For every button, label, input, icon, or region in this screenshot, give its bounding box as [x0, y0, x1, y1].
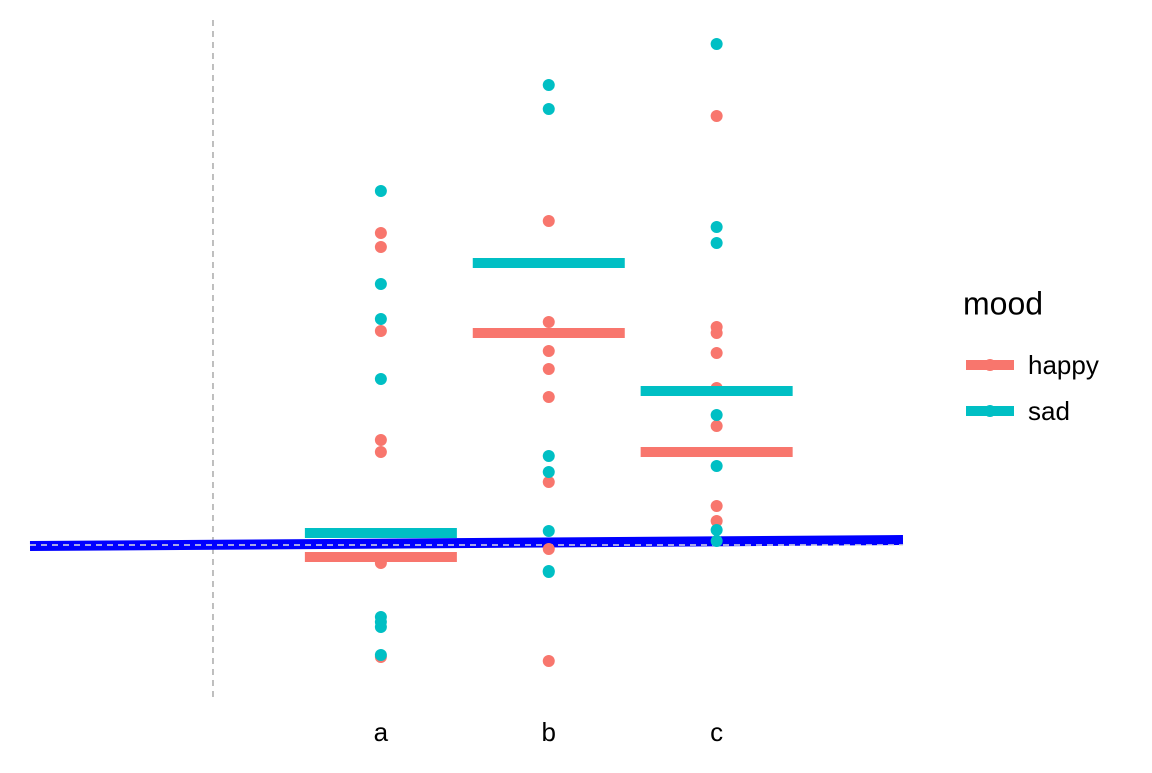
point — [542, 316, 555, 328]
point — [542, 450, 555, 462]
point — [374, 241, 387, 253]
point — [374, 278, 387, 290]
point — [710, 347, 723, 359]
point — [542, 466, 555, 478]
legend-key-point — [984, 405, 996, 417]
point — [710, 515, 723, 527]
point — [374, 227, 387, 239]
legend-key-point — [984, 359, 996, 371]
mean-bar — [304, 528, 457, 538]
point — [710, 237, 723, 249]
point — [374, 185, 387, 197]
point — [374, 649, 387, 661]
mean-bar — [472, 328, 625, 338]
point — [542, 79, 555, 91]
point — [374, 446, 387, 458]
point — [542, 363, 555, 375]
point — [710, 460, 723, 472]
point — [374, 313, 387, 325]
mean-bar — [640, 386, 793, 396]
point — [710, 38, 723, 50]
point — [542, 525, 555, 537]
point — [710, 420, 723, 432]
point — [542, 215, 555, 227]
mean-bar — [640, 447, 793, 457]
point — [542, 391, 555, 403]
point — [710, 500, 723, 512]
point — [542, 566, 555, 578]
point — [374, 621, 387, 633]
x-tick-label: b — [542, 717, 556, 747]
x-tick-label: c — [710, 717, 723, 747]
legend-label: happy — [1028, 350, 1099, 380]
point — [710, 327, 723, 339]
point — [374, 325, 387, 337]
x-tick-label: a — [374, 717, 389, 747]
point — [710, 535, 723, 547]
point — [710, 409, 723, 421]
point — [710, 110, 723, 122]
mean-bar — [304, 552, 457, 562]
point — [542, 103, 555, 115]
point — [542, 345, 555, 357]
point — [374, 434, 387, 446]
point — [710, 221, 723, 233]
point — [710, 524, 723, 536]
mean-bar — [472, 258, 625, 268]
point — [374, 373, 387, 385]
point — [542, 543, 555, 555]
legend-label: sad — [1028, 396, 1070, 426]
point — [542, 655, 555, 667]
point — [542, 476, 555, 488]
legend-title: mood — [963, 285, 1043, 321]
